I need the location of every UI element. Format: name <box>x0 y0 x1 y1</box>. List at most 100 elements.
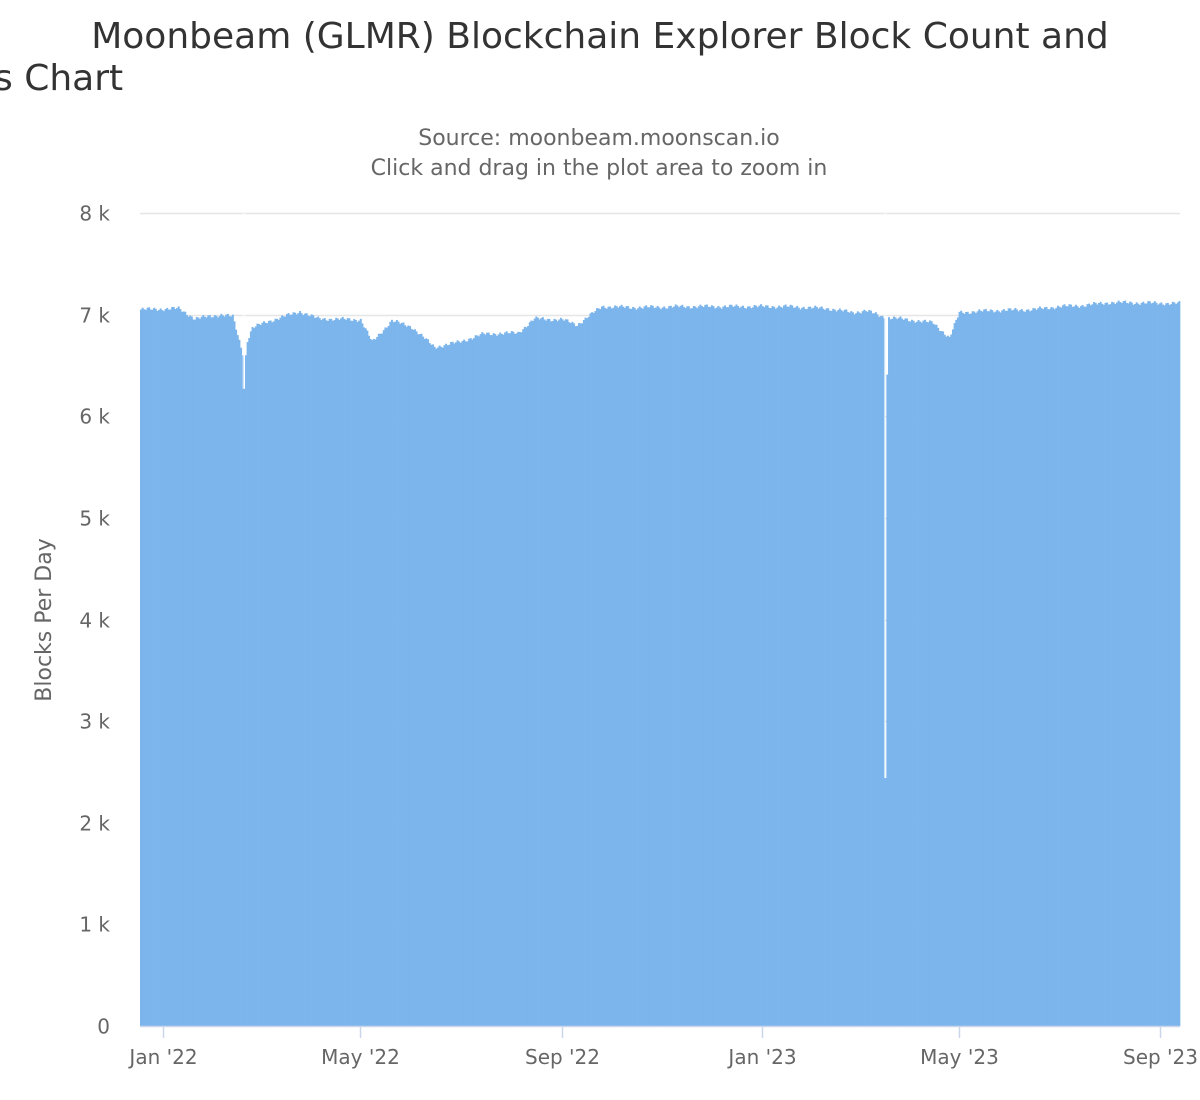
bar[interactable] <box>208 315 211 1026</box>
bar[interactable] <box>792 307 795 1027</box>
bar[interactable] <box>379 333 382 1027</box>
bar[interactable] <box>671 307 674 1026</box>
bar[interactable] <box>1030 310 1033 1026</box>
bar[interactable] <box>756 307 759 1026</box>
bar[interactable] <box>715 307 718 1027</box>
bar[interactable] <box>810 308 813 1027</box>
bar[interactable] <box>604 307 607 1026</box>
bar[interactable] <box>1145 303 1148 1026</box>
bar[interactable] <box>989 309 992 1026</box>
bar[interactable] <box>891 318 894 1027</box>
bar[interactable] <box>1122 301 1125 1026</box>
bar[interactable] <box>502 334 505 1026</box>
bar[interactable] <box>571 321 574 1027</box>
bar[interactable] <box>184 311 187 1026</box>
bar[interactable] <box>179 309 182 1026</box>
bar[interactable] <box>425 338 428 1026</box>
bar[interactable] <box>1150 303 1153 1026</box>
bar[interactable] <box>267 320 270 1026</box>
bar[interactable] <box>213 315 216 1026</box>
bar[interactable] <box>1020 309 1023 1027</box>
bar[interactable] <box>195 317 198 1026</box>
bar[interactable] <box>1029 311 1032 1026</box>
bar[interactable] <box>758 305 761 1027</box>
bar[interactable] <box>1114 304 1117 1026</box>
bar[interactable] <box>448 344 451 1026</box>
bar[interactable] <box>240 347 243 1026</box>
bar[interactable] <box>669 305 672 1026</box>
bar[interactable] <box>719 307 722 1027</box>
bar[interactable] <box>914 322 917 1027</box>
bar[interactable] <box>436 347 439 1027</box>
bar[interactable] <box>1158 303 1161 1026</box>
bar[interactable] <box>906 318 909 1027</box>
bar[interactable] <box>359 318 362 1026</box>
bar[interactable] <box>1112 302 1115 1026</box>
bar[interactable] <box>402 322 405 1027</box>
bar[interactable] <box>863 309 866 1026</box>
bar-series[interactable] <box>140 213 1181 1027</box>
bar[interactable] <box>1157 304 1160 1026</box>
bar[interactable] <box>1053 309 1056 1026</box>
bar[interactable] <box>1015 309 1018 1027</box>
bar[interactable] <box>617 307 620 1027</box>
bar[interactable] <box>167 309 170 1026</box>
bar[interactable] <box>596 308 599 1027</box>
bar[interactable] <box>896 319 899 1026</box>
bar[interactable] <box>331 320 334 1026</box>
bar[interactable] <box>174 309 177 1026</box>
bar[interactable] <box>576 325 579 1027</box>
bar[interactable] <box>804 308 807 1027</box>
bar[interactable] <box>392 322 395 1027</box>
bar[interactable] <box>1173 302 1176 1026</box>
bar[interactable] <box>689 308 692 1026</box>
bar[interactable] <box>783 305 786 1027</box>
bar[interactable] <box>820 306 823 1027</box>
bar[interactable] <box>924 319 927 1026</box>
bar[interactable] <box>218 315 221 1026</box>
bar[interactable] <box>253 328 256 1026</box>
bar[interactable] <box>1058 306 1061 1026</box>
bar[interactable] <box>904 318 907 1026</box>
bar[interactable] <box>1025 309 1028 1026</box>
bar[interactable] <box>766 305 769 1027</box>
bar[interactable] <box>1007 308 1010 1026</box>
bar[interactable] <box>559 317 562 1026</box>
bar[interactable] <box>612 307 615 1026</box>
bar[interactable] <box>499 332 502 1027</box>
bar[interactable] <box>307 315 310 1027</box>
bar[interactable] <box>676 305 679 1026</box>
bar[interactable] <box>1055 307 1058 1026</box>
bar[interactable] <box>1148 301 1151 1026</box>
bar[interactable] <box>769 307 772 1026</box>
bar[interactable] <box>1160 302 1163 1027</box>
bar[interactable] <box>951 329 954 1026</box>
bar[interactable] <box>694 306 697 1027</box>
bar[interactable] <box>773 306 776 1026</box>
bar[interactable] <box>507 333 510 1026</box>
bar[interactable] <box>1163 305 1166 1026</box>
bar[interactable] <box>346 318 349 1026</box>
bar[interactable] <box>199 318 202 1027</box>
bar[interactable] <box>963 313 966 1026</box>
bar[interactable] <box>189 315 192 1027</box>
bar[interactable] <box>1078 307 1081 1026</box>
bar[interactable] <box>282 316 285 1026</box>
bar[interactable] <box>149 309 152 1026</box>
bar[interactable] <box>1175 304 1178 1026</box>
bar[interactable] <box>922 320 925 1027</box>
bar[interactable] <box>527 326 530 1026</box>
bar[interactable] <box>748 306 751 1026</box>
bar[interactable] <box>473 338 475 1027</box>
bar[interactable] <box>430 344 433 1027</box>
bar[interactable] <box>351 320 354 1027</box>
bar[interactable] <box>735 304 738 1027</box>
bar[interactable] <box>1129 301 1132 1026</box>
bar[interactable] <box>1099 301 1102 1026</box>
bar[interactable] <box>345 319 348 1026</box>
bar[interactable] <box>233 321 236 1026</box>
bar[interactable] <box>847 312 849 1027</box>
bar[interactable] <box>1166 302 1169 1026</box>
bar[interactable] <box>879 316 882 1026</box>
